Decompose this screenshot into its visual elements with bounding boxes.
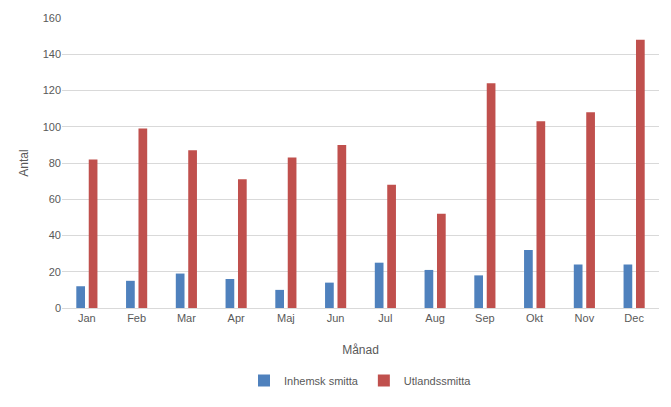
svg-text:Maj: Maj bbox=[277, 312, 295, 324]
svg-text:Sep: Sep bbox=[475, 312, 495, 324]
svg-text:Mar: Mar bbox=[177, 312, 196, 324]
svg-text:Jul: Jul bbox=[378, 312, 392, 324]
svg-text:120: 120 bbox=[43, 84, 61, 96]
svg-text:Okt: Okt bbox=[526, 312, 543, 324]
svg-text:Jan: Jan bbox=[78, 312, 96, 324]
svg-text:Nov: Nov bbox=[575, 312, 595, 324]
svg-text:Feb: Feb bbox=[127, 312, 146, 324]
svg-text:Aug: Aug bbox=[425, 312, 445, 324]
svg-text:0: 0 bbox=[55, 302, 61, 314]
svg-text:160: 160 bbox=[43, 12, 61, 24]
svg-text:20: 20 bbox=[49, 266, 61, 278]
svg-text:40: 40 bbox=[49, 229, 61, 241]
svg-text:Jun: Jun bbox=[327, 312, 345, 324]
svg-text:Dec: Dec bbox=[624, 312, 644, 324]
svg-text:80: 80 bbox=[49, 157, 61, 169]
svg-text:Apr: Apr bbox=[228, 312, 245, 324]
svg-text:100: 100 bbox=[43, 121, 61, 133]
svg-text:140: 140 bbox=[43, 48, 61, 60]
svg-text:Antal: Antal bbox=[17, 149, 31, 176]
svg-text:60: 60 bbox=[49, 193, 61, 205]
svg-text:Utlandssmitta: Utlandssmitta bbox=[404, 375, 472, 387]
svg-text:Månad: Månad bbox=[342, 343, 379, 357]
svg-text:Inhemsk smitta: Inhemsk smitta bbox=[284, 375, 359, 387]
